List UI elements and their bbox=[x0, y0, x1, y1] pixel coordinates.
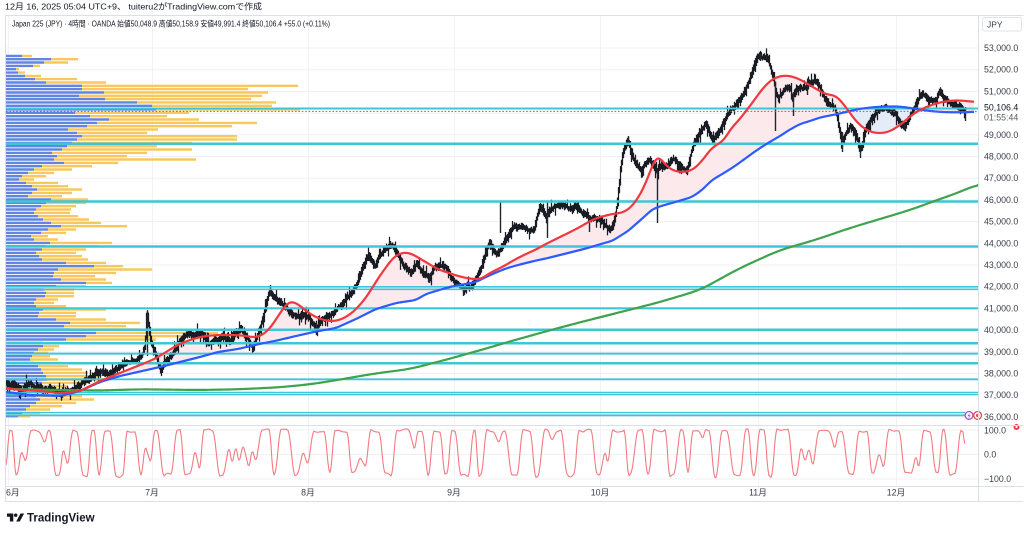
svg-text:6月: 6月 bbox=[6, 488, 20, 498]
svg-text:50,106.4: 50,106.4 bbox=[984, 103, 1018, 113]
svg-text:9月: 9月 bbox=[447, 488, 461, 498]
svg-text:0.0: 0.0 bbox=[984, 450, 996, 460]
svg-text:40,000.0: 40,000.0 bbox=[984, 325, 1018, 335]
svg-text:48,000.0: 48,000.0 bbox=[984, 152, 1018, 162]
svg-text:−100.0: −100.0 bbox=[984, 474, 1011, 484]
svg-text:01:55:44: 01:55:44 bbox=[984, 113, 1018, 123]
svg-text:51,000.0: 51,000.0 bbox=[984, 86, 1018, 96]
svg-text:11月: 11月 bbox=[749, 488, 767, 498]
svg-text:37,000.0: 37,000.0 bbox=[984, 390, 1018, 400]
svg-text:52,000.0: 52,000.0 bbox=[984, 65, 1018, 75]
svg-text:12月 16, 2025 05:04 UTC+9、 tuit: 12月 16, 2025 05:04 UTC+9、 tuiteru2がTradi… bbox=[5, 2, 263, 12]
svg-text:46,000.0: 46,000.0 bbox=[984, 195, 1018, 205]
svg-text:43,000.0: 43,000.0 bbox=[984, 260, 1018, 270]
svg-text:7月: 7月 bbox=[145, 488, 159, 498]
svg-text:100.0: 100.0 bbox=[984, 426, 1006, 436]
svg-text:12月: 12月 bbox=[887, 488, 906, 498]
svg-text:36,000.0: 36,000.0 bbox=[984, 412, 1018, 422]
svg-text:Japan 225 (JPY) · 4時間 · OANDA: Japan 225 (JPY) · 4時間 · OANDA 始値50,048.9… bbox=[12, 19, 330, 29]
svg-text:8月: 8月 bbox=[301, 488, 315, 498]
svg-text:JPY: JPY bbox=[987, 20, 1003, 30]
svg-text:42,000.0: 42,000.0 bbox=[984, 282, 1018, 292]
svg-text:TradingView: TradingView bbox=[27, 513, 95, 525]
svg-text:47,000.0: 47,000.0 bbox=[984, 173, 1018, 183]
svg-text:49,000.0: 49,000.0 bbox=[984, 130, 1018, 140]
svg-text:38,000.0: 38,000.0 bbox=[984, 369, 1018, 379]
svg-text:53,000.0: 53,000.0 bbox=[984, 43, 1018, 53]
svg-text:39,000.0: 39,000.0 bbox=[984, 347, 1018, 357]
svg-text:45,000.0: 45,000.0 bbox=[984, 217, 1018, 227]
svg-text:10月: 10月 bbox=[591, 488, 610, 498]
svg-text:44,000.0: 44,000.0 bbox=[984, 238, 1018, 248]
svg-text:41,000.0: 41,000.0 bbox=[984, 303, 1018, 313]
